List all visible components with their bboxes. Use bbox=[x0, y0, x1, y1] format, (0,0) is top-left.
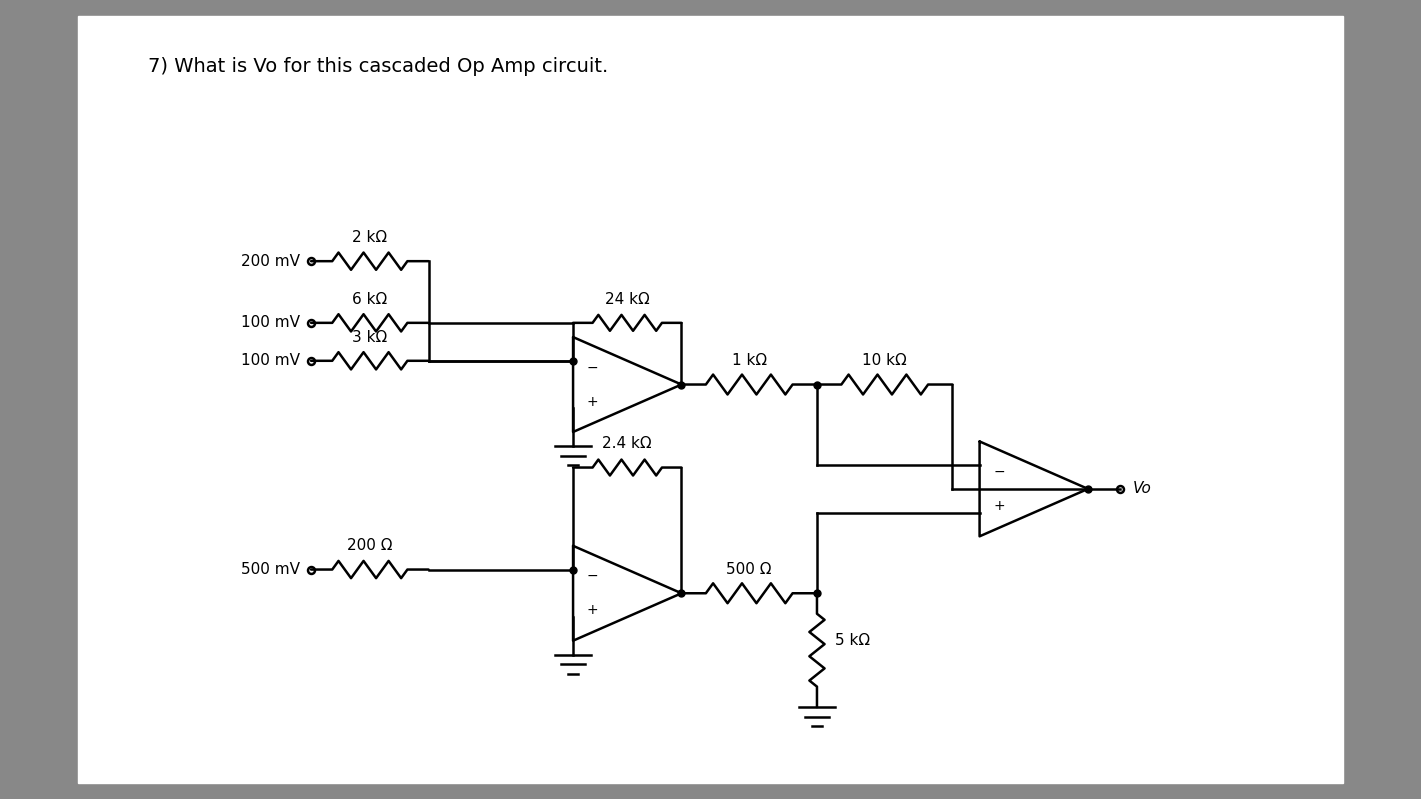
Text: 6 kΩ: 6 kΩ bbox=[352, 292, 388, 307]
Text: 200 mV: 200 mV bbox=[242, 253, 300, 268]
Text: +: + bbox=[993, 499, 1005, 513]
Text: +: + bbox=[587, 395, 598, 408]
Text: 2 kΩ: 2 kΩ bbox=[352, 230, 388, 245]
Text: +: + bbox=[587, 603, 598, 618]
Text: 500 Ω: 500 Ω bbox=[726, 562, 772, 577]
Text: −: − bbox=[587, 569, 598, 583]
Text: 100 mV: 100 mV bbox=[242, 353, 300, 368]
Text: 200 Ω: 200 Ω bbox=[347, 539, 392, 554]
Text: Vo: Vo bbox=[1133, 481, 1152, 496]
Text: 500 mV: 500 mV bbox=[242, 562, 300, 577]
Text: 24 kΩ: 24 kΩ bbox=[605, 292, 649, 307]
Text: 3 kΩ: 3 kΩ bbox=[352, 330, 388, 344]
Text: 10 kΩ: 10 kΩ bbox=[863, 353, 907, 368]
Text: 2.4 kΩ: 2.4 kΩ bbox=[603, 436, 652, 451]
Text: 7) What is Vo for this cascaded Op Amp circuit.: 7) What is Vo for this cascaded Op Amp c… bbox=[148, 58, 608, 76]
Text: 100 mV: 100 mV bbox=[242, 316, 300, 330]
Text: 5 kΩ: 5 kΩ bbox=[836, 633, 870, 648]
Text: −: − bbox=[587, 360, 598, 375]
Text: 1 kΩ: 1 kΩ bbox=[732, 353, 767, 368]
Text: −: − bbox=[993, 465, 1005, 479]
